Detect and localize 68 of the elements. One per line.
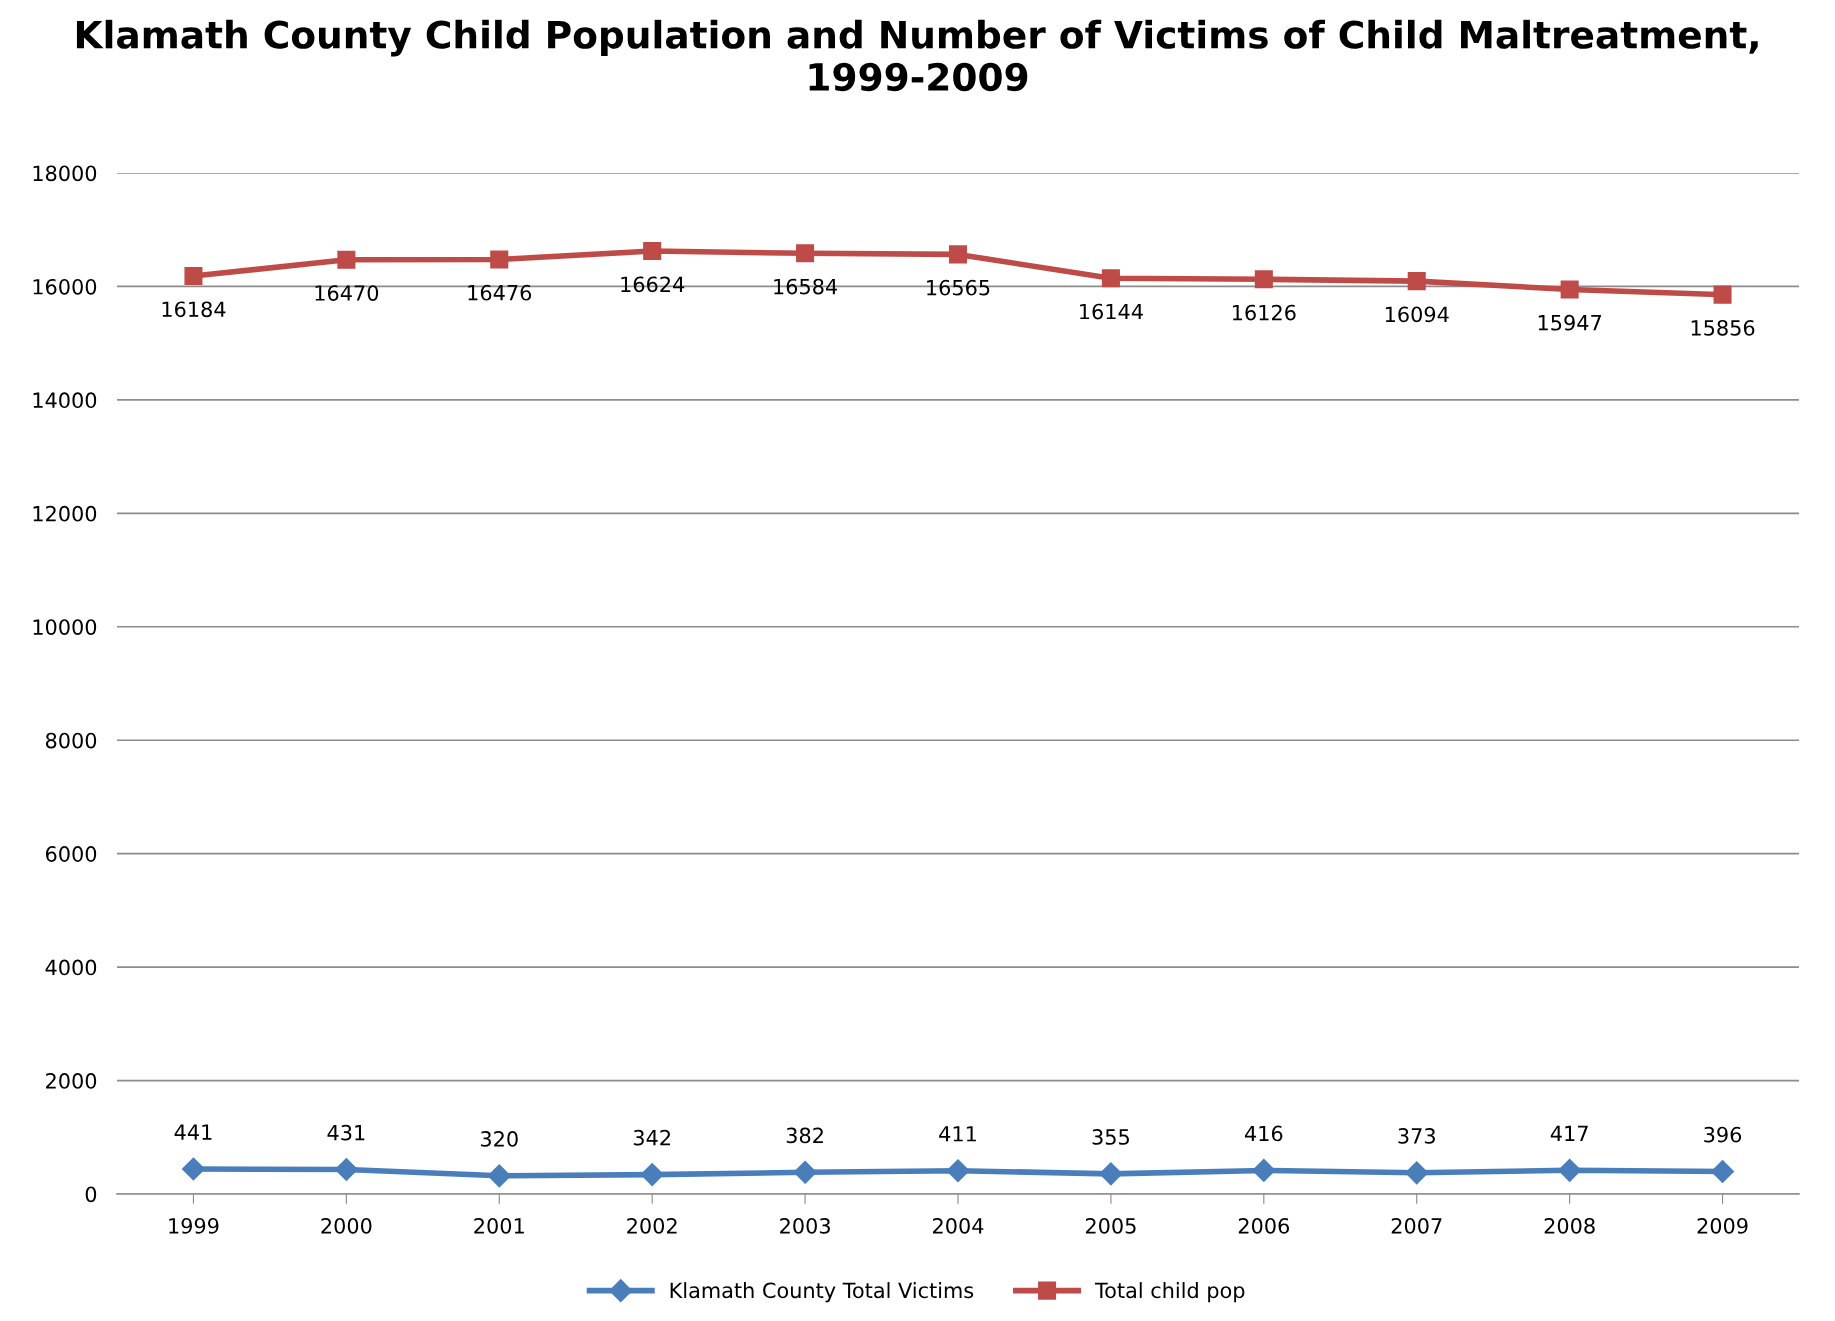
legend-label: Klamath County Total Victims (670, 1282, 974, 1303)
data-label: 16126 (1232, 304, 1296, 321)
point (184, 266, 203, 286)
x-tick-label: 2009 (1697, 1217, 1748, 1234)
legend-label: Total child pop (1094, 1282, 1245, 1303)
data-label: 15856 (1691, 319, 1755, 336)
point (487, 1164, 511, 1188)
y-tick-label: 12000 (33, 505, 97, 522)
y-tick-label: 16000 (33, 278, 97, 295)
x-tick-label: 2007 (1391, 1217, 1442, 1234)
point (793, 1160, 817, 1184)
y-tick-label: 8000 (45, 732, 97, 749)
data-label: 411 (939, 1126, 976, 1142)
point (337, 250, 356, 269)
data-label: 416 (1244, 1125, 1283, 1142)
data-label: 431 (327, 1124, 365, 1141)
x-tick-label: 2001 (474, 1217, 524, 1234)
data-label: 441 (174, 1124, 212, 1140)
data-label: 16584 (774, 278, 838, 295)
y-tick-label: 2000 (46, 1073, 97, 1089)
x-tick-label: 2005 (1085, 1217, 1136, 1234)
chart-title: Klamath County Child Population and Number of Victims of Child Maltreatment, 1999-2009 (76, 19, 1758, 92)
y-tick-label: 18000 (33, 165, 97, 182)
data-label: 355 (1092, 1129, 1129, 1145)
point (1558, 1158, 1582, 1182)
x-tick-label: 2006 (1238, 1217, 1290, 1234)
data-label: 16470 (315, 285, 379, 301)
point (334, 1158, 358, 1182)
data-label: 320 (480, 1131, 518, 1147)
point (181, 1157, 205, 1181)
y-tick-label: 4000 (45, 959, 97, 976)
point (948, 245, 968, 264)
data-label: 16144 (1080, 303, 1143, 320)
point (1252, 1158, 1276, 1182)
data-label: 15947 (1538, 314, 1601, 331)
point (1405, 1161, 1429, 1185)
point (1101, 269, 1120, 288)
y-tick-label: 14000 (33, 392, 97, 409)
y-tick-label: 0 (85, 1186, 97, 1203)
y-tick-label: 10000 (33, 619, 97, 635)
data-label: 16094 (1385, 306, 1449, 323)
point (1560, 280, 1579, 299)
point (946, 1159, 970, 1183)
x-tick-label: 2000 (321, 1217, 372, 1234)
point (1407, 272, 1426, 291)
data-label: 342 (633, 1129, 670, 1146)
point (796, 244, 815, 263)
x-tick-label: 2008 (1544, 1217, 1595, 1234)
point (1254, 270, 1273, 289)
x-tick-label: 2003 (780, 1217, 830, 1234)
point (490, 250, 509, 269)
data-label: 16565 (927, 279, 990, 296)
data-label: 16476 (468, 284, 532, 301)
x-tick-label: 1999 (169, 1217, 219, 1234)
data-label: 16624 (621, 276, 685, 293)
data-label: 417 (1550, 1125, 1588, 1142)
data-label: 382 (786, 1127, 823, 1144)
point (1713, 285, 1732, 304)
data-label: 373 (1398, 1128, 1435, 1144)
point (1711, 1160, 1735, 1184)
data-label: 396 (1704, 1126, 1742, 1143)
x-tick-label: 2004 (933, 1217, 984, 1234)
y-tick-label: 6000 (45, 846, 97, 862)
point (643, 242, 662, 261)
data-label: 16184 (162, 301, 226, 318)
point (1099, 1162, 1123, 1186)
x-tick-label: 2002 (627, 1217, 677, 1234)
point (640, 1163, 664, 1187)
